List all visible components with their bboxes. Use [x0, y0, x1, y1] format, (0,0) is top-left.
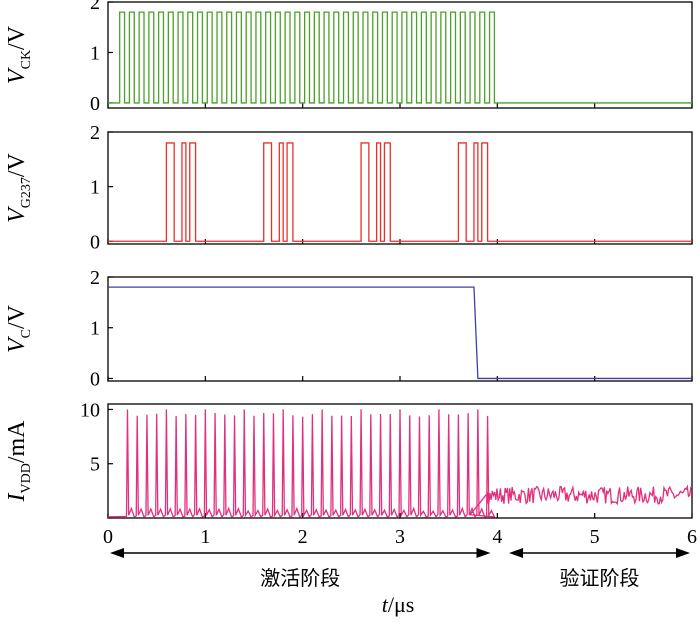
y-label-sub: CK: [19, 50, 34, 69]
y-label-unit: /V: [4, 304, 30, 329]
x-axis: 0 1 2 3 4 5 6: [103, 526, 697, 548]
x-tick-label: 6: [687, 526, 697, 548]
y-axis-label: VC/V: [4, 304, 34, 353]
y-tick-label: 5: [90, 454, 100, 476]
y-tick-label: 2: [90, 267, 100, 289]
y-label-unit: /V: [4, 25, 30, 50]
x-tick-label: 3: [395, 526, 405, 548]
y-label-var: V: [4, 206, 30, 223]
x-tick-label: 5: [590, 526, 600, 548]
y-tick-label: 10: [80, 399, 100, 421]
series-line-ivdd: [108, 409, 692, 518]
y-axis-label: VCK/V: [4, 25, 34, 84]
panel-vck: 0 1 2 VCK/V: [4, 0, 693, 115]
y-label-unit: /V: [4, 152, 30, 177]
y-label-var: V: [4, 336, 30, 353]
panel-frame: [107, 276, 693, 382]
x-axis-unit: /μs: [388, 592, 414, 617]
panel-vc: 0 1 2 VC/V: [4, 267, 693, 390]
y-tick-label: 0: [90, 368, 100, 390]
y-axis-label: IVDD/mA: [4, 420, 34, 503]
panel-frame: [107, 1, 693, 109]
y-label-var: I: [4, 493, 30, 503]
y-tick-label: 2: [90, 0, 100, 14]
x-tick-label: 4: [492, 526, 502, 548]
x-axis-var: t: [382, 592, 389, 617]
x-tick-label: 2: [298, 526, 308, 548]
y-tick-label: 0: [90, 231, 100, 253]
y-label-sub: G237: [19, 177, 34, 208]
x-tick-label: 0: [103, 526, 113, 548]
y-tick-label: 2: [90, 122, 100, 144]
phase-arrowhead-right: [476, 548, 491, 558]
phase-annotations: 激活阶段 验证阶段: [110, 548, 690, 590]
y-tick-label: 1: [90, 177, 100, 199]
y-label-unit: /mA: [4, 420, 30, 463]
y-label-sub: VDD: [19, 463, 34, 493]
series-line-vck: [108, 11, 692, 104]
phase-label-1: 验证阶段: [560, 566, 640, 590]
x-axis-label: t/μs: [382, 592, 415, 617]
y-label-sub: C: [19, 329, 34, 338]
y-tick-label: 0: [90, 93, 100, 115]
y-tick-label: 1: [90, 318, 100, 340]
panel-ivdd: 5 10 IVDD/mA: [4, 399, 693, 519]
y-label-var: V: [4, 67, 30, 84]
series-line-vg237: [108, 142, 692, 242]
y-tick-label: 1: [90, 42, 100, 64]
phase-arrowhead-left: [509, 548, 524, 558]
x-tick-label: 1: [200, 526, 210, 548]
series-line-vc: [108, 286, 692, 380]
phase-arrowhead-right: [676, 548, 690, 558]
y-axis-label: VG237/V: [4, 152, 34, 222]
panel-vg237: 0 1 2 VG237/V: [4, 122, 693, 253]
phase-label-0: 激活阶段: [260, 566, 340, 590]
phase-arrowhead-left: [110, 548, 124, 558]
